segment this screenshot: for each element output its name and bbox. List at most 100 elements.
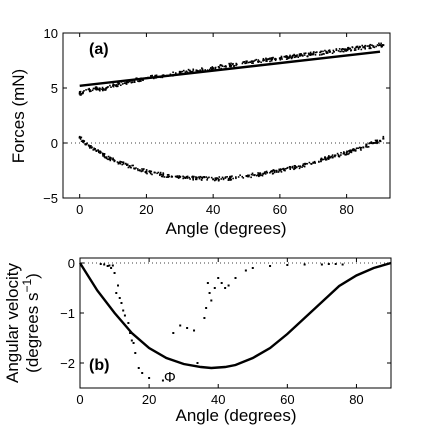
panel-a-series-0-point: [184, 71, 187, 74]
panel-a-series-1-point: [325, 158, 327, 161]
panel-a-series-1-point: [80, 140, 83, 142]
panel-a-series-0-point: [309, 54, 312, 56]
panel-a-series-0-point: [242, 61, 244, 63]
panel-a-series-0-point: [339, 50, 342, 53]
panel-b-point: [251, 267, 254, 269]
panel-a-series-1-point: [188, 176, 191, 179]
panel-b-label: (b): [89, 357, 109, 374]
panel-a-x-tick-label: 60: [273, 202, 287, 217]
panel-a-series-0-point: [281, 58, 283, 60]
panel-a-series-0-point: [311, 53, 313, 56]
panel-b-point: [99, 263, 102, 265]
panel-a-series-1-point: [265, 170, 268, 173]
panel-a-series-0-point: [121, 83, 124, 85]
panel-a-series-0-point: [320, 53, 323, 56]
panel-a-series-0-point: [229, 64, 232, 66]
panel-b-point: [193, 329, 196, 332]
panel-a-series-1-point: [313, 161, 316, 164]
panel-a-series-0-point: [154, 74, 157, 77]
panel-a-series-1-point: [214, 177, 217, 180]
panel-a-series-0-point: [103, 88, 105, 90]
panel-a-series-1-point: [171, 176, 174, 178]
panel-a-series-0-point: [257, 59, 260, 61]
panel-a-y-tick-label: 10: [44, 26, 58, 41]
panel-a-plot-area: [63, 42, 390, 182]
panel-a-series-1-point: [110, 158, 112, 160]
panel-a-series-1-point: [192, 178, 194, 181]
panel-a-series-0-point: [304, 52, 307, 55]
panel-a-series-1-point: [86, 142, 88, 144]
panel-a-series-1-point: [259, 173, 261, 176]
panel-a-series-0-point: [293, 54, 296, 57]
panel-a-series-1-point: [257, 172, 259, 174]
panel-a-series-0-point: [338, 48, 341, 50]
panel-a-series-0-point: [326, 51, 329, 53]
panel-a-series-1-point: [202, 176, 205, 178]
panel-a-series-0-point: [257, 61, 260, 63]
panel-a-series-1-point: [227, 177, 230, 180]
panel-a-x-tick-label: 20: [139, 202, 153, 217]
panel-a-series-1-point: [324, 158, 326, 160]
panel-a-series-0-point: [186, 71, 189, 74]
panel-a-series-0-point: [298, 54, 301, 56]
panel-a-series-1-point: [362, 146, 365, 149]
panel-a-series-0-point: [377, 44, 380, 47]
panel-b-plot-area: [78, 261, 392, 382]
panel-a-series-1-point: [379, 140, 382, 143]
panel-a-series-0-point: [280, 56, 283, 59]
panel-a-series-1-point: [370, 141, 373, 143]
panel-b-point: [303, 263, 306, 266]
panel-a-series-0-point: [315, 51, 318, 53]
panel-a-series-0-point: [284, 55, 287, 58]
panel-b-point: [115, 292, 118, 294]
panel-a-series-1-point: [250, 173, 253, 176]
panel-a-series-1-point: [370, 142, 373, 145]
panel-a-series-1-point: [354, 150, 357, 152]
panel-b-y-label-line1: Angular velocity: [3, 263, 22, 384]
panel-a-series-0-point: [115, 85, 117, 87]
panel-a-series-0-point: [293, 53, 295, 56]
panel-a-series-0-point: [87, 88, 90, 91]
panel-a-series-1-point: [145, 169, 148, 171]
panel-a-series-1-point: [149, 172, 152, 175]
panel-a-series-1-point: [355, 147, 358, 150]
panel-a-series-1-point: [294, 165, 296, 167]
panel-a-series-1-point: [289, 167, 291, 169]
panel-a-series-0-point: [298, 53, 301, 55]
panel-b-point: [217, 277, 220, 279]
panel-b-point: [224, 287, 227, 289]
panel-a-series-1-point: [129, 166, 132, 169]
panel-a-series-0-point: [314, 54, 317, 56]
panel-a-series-1-point: [366, 146, 369, 148]
panel-a-series-1-point: [218, 176, 221, 178]
panel-a-series-0-point: [211, 66, 214, 68]
panel-a-fit-line: [79, 50, 381, 87]
panel-a-series-0-point: [191, 70, 194, 73]
panel-a-series-1-point: [283, 169, 285, 172]
panel-a-series-0-point: [283, 56, 286, 58]
panel-a-series-0-point: [288, 55, 291, 58]
panel-a-series-1-point: [248, 175, 250, 178]
panel-a-series-0-point: [322, 50, 324, 53]
panel-a-series-0-point: [358, 47, 360, 49]
panel-a-series-1-point: [167, 173, 170, 176]
panel-a-series-1-point: [278, 168, 281, 171]
panel-a-series-1-point: [176, 175, 179, 177]
panel-a-series-1-point: [163, 176, 166, 178]
panel-a-series-1-point: [162, 172, 165, 175]
panel-a-series-0-point: [88, 90, 91, 93]
panel-a-series-1-point: [235, 176, 237, 178]
panel-a-series-1-point: [295, 166, 298, 169]
panel-a-series-1-point: [208, 176, 210, 179]
panel-a-series-0-point: [299, 54, 302, 57]
panel-a-series-1-point: [95, 150, 98, 153]
panel-a-series-0-point: [219, 64, 222, 66]
panel-b-point: [186, 327, 189, 329]
panel-a-series-1-point: [97, 150, 100, 152]
panel-a-series-1-point: [89, 147, 91, 149]
panel-a-series-0-point: [354, 49, 357, 51]
panel-a-series-1-point: [182, 177, 184, 180]
panel-a-series-0-point: [117, 83, 120, 86]
panel-a-series-0-point: [195, 69, 198, 72]
panel-b-point: [205, 307, 208, 309]
